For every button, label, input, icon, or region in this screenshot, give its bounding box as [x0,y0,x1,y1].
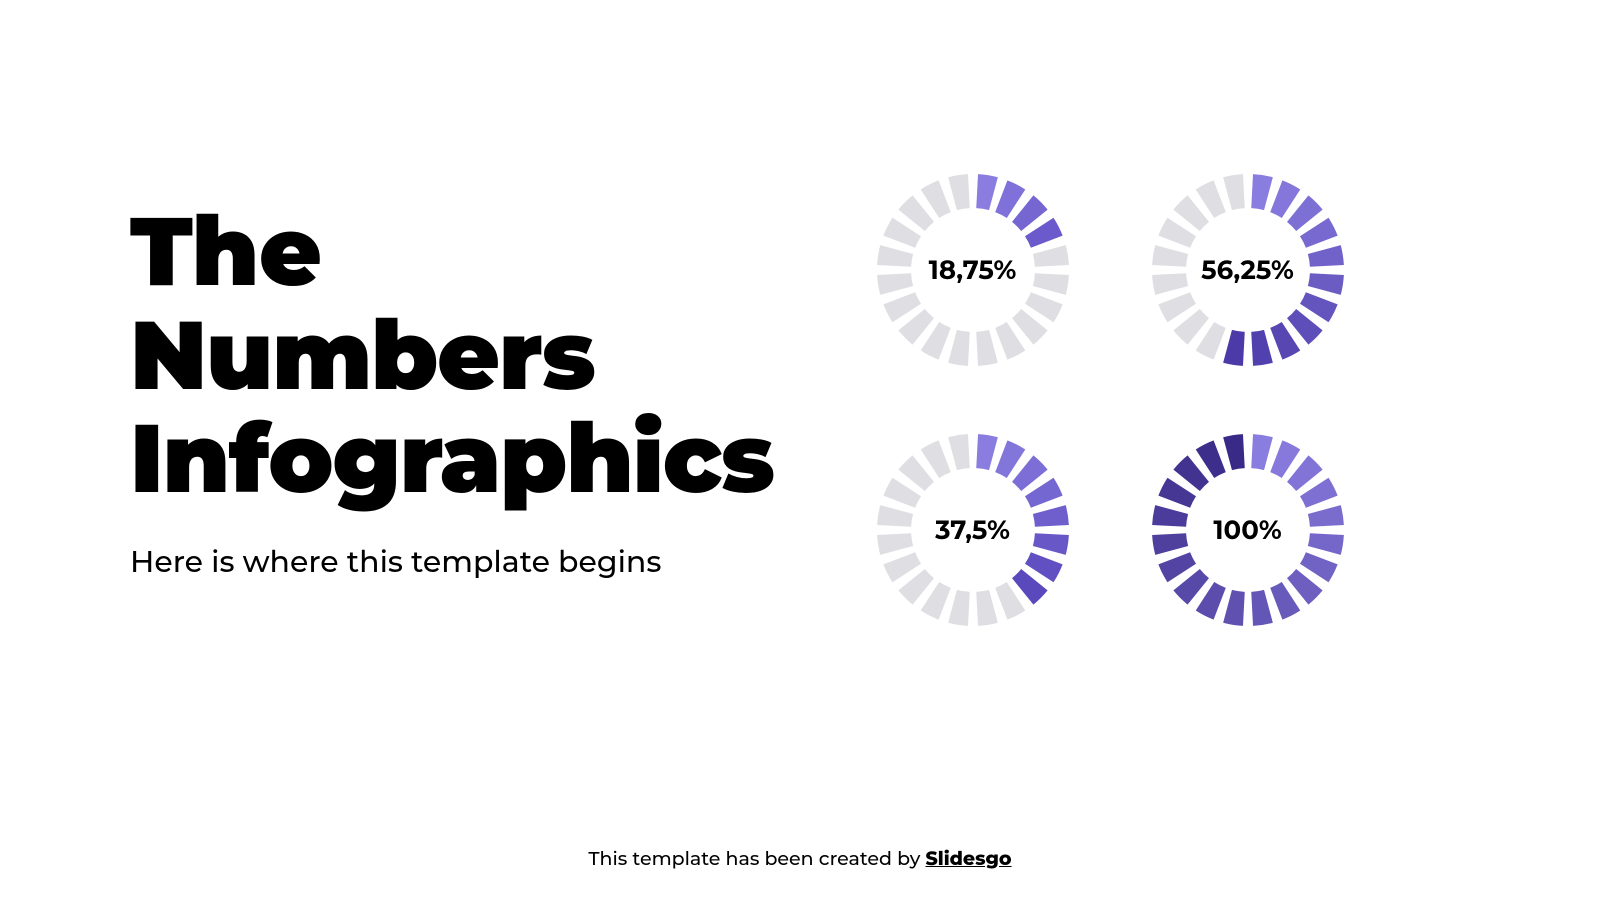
gauge-4-label: 100% [1148,430,1348,630]
gauge-3-label: 37,5% [873,430,1073,630]
gauge-2-label: 56,25% [1148,170,1348,370]
gauge-2: 56,25% [1148,170,1348,370]
headline-block: The Numbers Infographics Here is where t… [130,200,830,580]
slide: The Numbers Infographics Here is where t… [0,0,1600,900]
gauge-4: 100% [1148,430,1348,630]
footer: This template has been created by Slides… [0,847,1600,870]
gauge-3: 37,5% [873,430,1073,630]
footer-prefix: This template has been created by [588,847,925,870]
slide-subtitle: Here is where this template begins [130,543,830,580]
slide-title: The Numbers Infographics [130,200,830,511]
gauges-grid: 18,75% 56,25% 37,5% 100% [860,170,1360,630]
gauge-1-label: 18,75% [873,170,1073,370]
footer-brand: Slidesgo [925,847,1011,870]
gauge-1: 18,75% [873,170,1073,370]
